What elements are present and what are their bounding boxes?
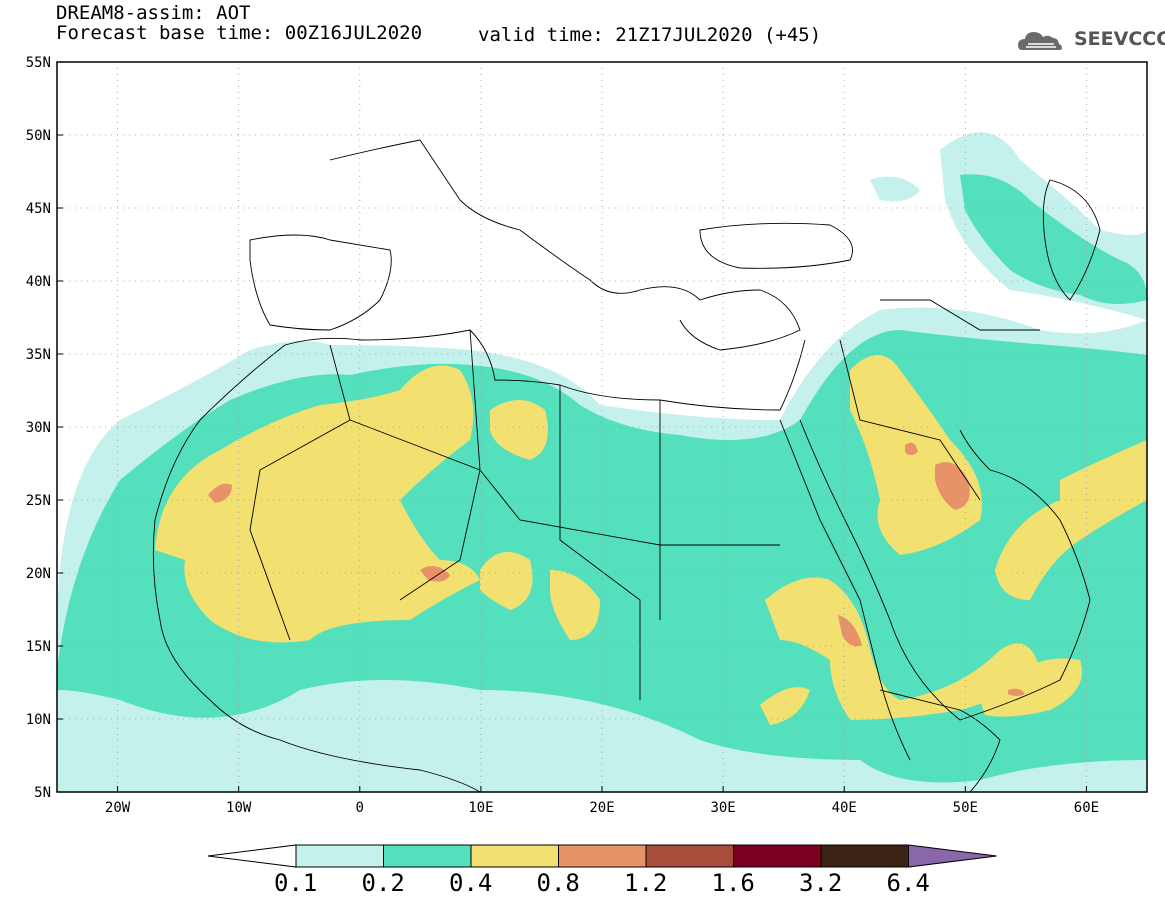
colorbar-label: 1.2 bbox=[624, 869, 668, 897]
aot-band-0.4-ethiopia bbox=[760, 687, 810, 725]
lat-label: 35N bbox=[26, 347, 51, 363]
caspian-coast bbox=[1042, 179, 1101, 301]
north-africa-coast bbox=[284, 329, 806, 411]
coastlines bbox=[152, 139, 1101, 792]
aot-band-0.4-sahara bbox=[480, 552, 533, 610]
colorbar-cell bbox=[820, 844, 909, 868]
border-1 bbox=[249, 344, 351, 641]
lat-label: 20N bbox=[26, 566, 51, 582]
aot-band-0.4-somalia bbox=[980, 658, 1082, 717]
iberia-coast bbox=[249, 234, 392, 331]
lon-label: 50E bbox=[953, 800, 978, 816]
forecast-base-time: Forecast base time: 00Z16JUL2020 bbox=[56, 22, 423, 44]
colorbar-label: 3.2 bbox=[799, 869, 843, 897]
valid-time: valid time: 21Z17JUL2020 (+45) bbox=[478, 24, 822, 46]
colorbar-cell bbox=[733, 844, 822, 868]
lat-label: 45N bbox=[26, 201, 51, 217]
lat-label: 50N bbox=[26, 128, 51, 144]
colorbar-cell bbox=[470, 844, 559, 868]
aot-band-0.8-mauritania bbox=[208, 483, 232, 503]
colorbar-cell bbox=[383, 844, 472, 868]
aot-band-0.4-horn bbox=[765, 577, 1040, 720]
lon-label: 20W bbox=[105, 800, 131, 816]
colorbar-label: 0.2 bbox=[361, 869, 405, 897]
border-7 bbox=[880, 299, 1040, 331]
colorbar-cell bbox=[295, 844, 384, 868]
europe-coast bbox=[329, 139, 801, 351]
lat-label: 5N bbox=[34, 785, 51, 801]
colorbar-label: 6.4 bbox=[886, 869, 930, 897]
lat-label: 15N bbox=[26, 639, 51, 655]
aot-band-0.2-north bbox=[960, 174, 1147, 304]
arabia-coast bbox=[799, 419, 1091, 721]
lon-label: 0 bbox=[356, 800, 364, 816]
lat-label: 40N bbox=[26, 274, 51, 290]
aot-field bbox=[57, 132, 1147, 792]
colorbar-label: 0.8 bbox=[536, 869, 580, 897]
border-3 bbox=[399, 329, 481, 601]
lon-label: 20E bbox=[589, 800, 614, 816]
lon-label: 40E bbox=[832, 800, 857, 816]
logo-text: SEEVCCC bbox=[1074, 28, 1165, 50]
cloud-icon bbox=[1018, 32, 1062, 50]
colorbar-cell bbox=[558, 844, 647, 868]
aot-band-0.4-chad bbox=[550, 570, 600, 640]
colorbar-cell bbox=[908, 844, 997, 868]
lat-label: 30N bbox=[26, 420, 51, 436]
longitude-labels: 20W 10W 0 10E 20E 30E 40E 50E 60E bbox=[105, 786, 1099, 816]
aot-band-0.1-blob bbox=[870, 176, 920, 202]
lon-label: 10E bbox=[468, 800, 493, 816]
lon-label: 30E bbox=[710, 800, 735, 816]
colorbar-cell bbox=[645, 844, 734, 868]
border-2 bbox=[349, 419, 780, 546]
border-6 bbox=[839, 339, 981, 501]
colorbar-cell bbox=[207, 844, 297, 868]
red-sea-coast bbox=[779, 419, 911, 761]
border-4 bbox=[559, 385, 641, 700]
aot-band-0.8-blob bbox=[905, 442, 918, 455]
aot-band-0.8-kuwait bbox=[935, 462, 970, 510]
latitude-labels: 55N 50N 45N 40N 35N 30N 25N 20N 15N 10N 5N bbox=[26, 55, 63, 801]
aot-band-0.8-eritrea bbox=[838, 615, 862, 647]
black-sea-coast bbox=[699, 222, 853, 269]
lat-label: 55N bbox=[26, 55, 51, 71]
lon-label: 10W bbox=[226, 800, 252, 816]
lon-label: 60E bbox=[1074, 800, 1099, 816]
aot-band-0.8-somali bbox=[1008, 688, 1025, 696]
colorbar-label: 0.1 bbox=[274, 869, 318, 897]
colorbar bbox=[207, 844, 997, 868]
colorbar-label: 1.6 bbox=[711, 869, 755, 897]
aot-band-0.4-libya bbox=[490, 400, 548, 460]
aot-band-0.4-gulf bbox=[995, 440, 1147, 600]
map-title: DREAM8-assim: AOT bbox=[56, 2, 251, 24]
colorbar-label: 0.4 bbox=[449, 869, 493, 897]
aot-band-0.4-west bbox=[155, 365, 480, 643]
aot-band-0.8-niger bbox=[420, 566, 450, 582]
lat-label: 25N bbox=[26, 493, 51, 509]
west-africa-coast bbox=[152, 344, 481, 792]
lat-label: 10N bbox=[26, 712, 51, 728]
